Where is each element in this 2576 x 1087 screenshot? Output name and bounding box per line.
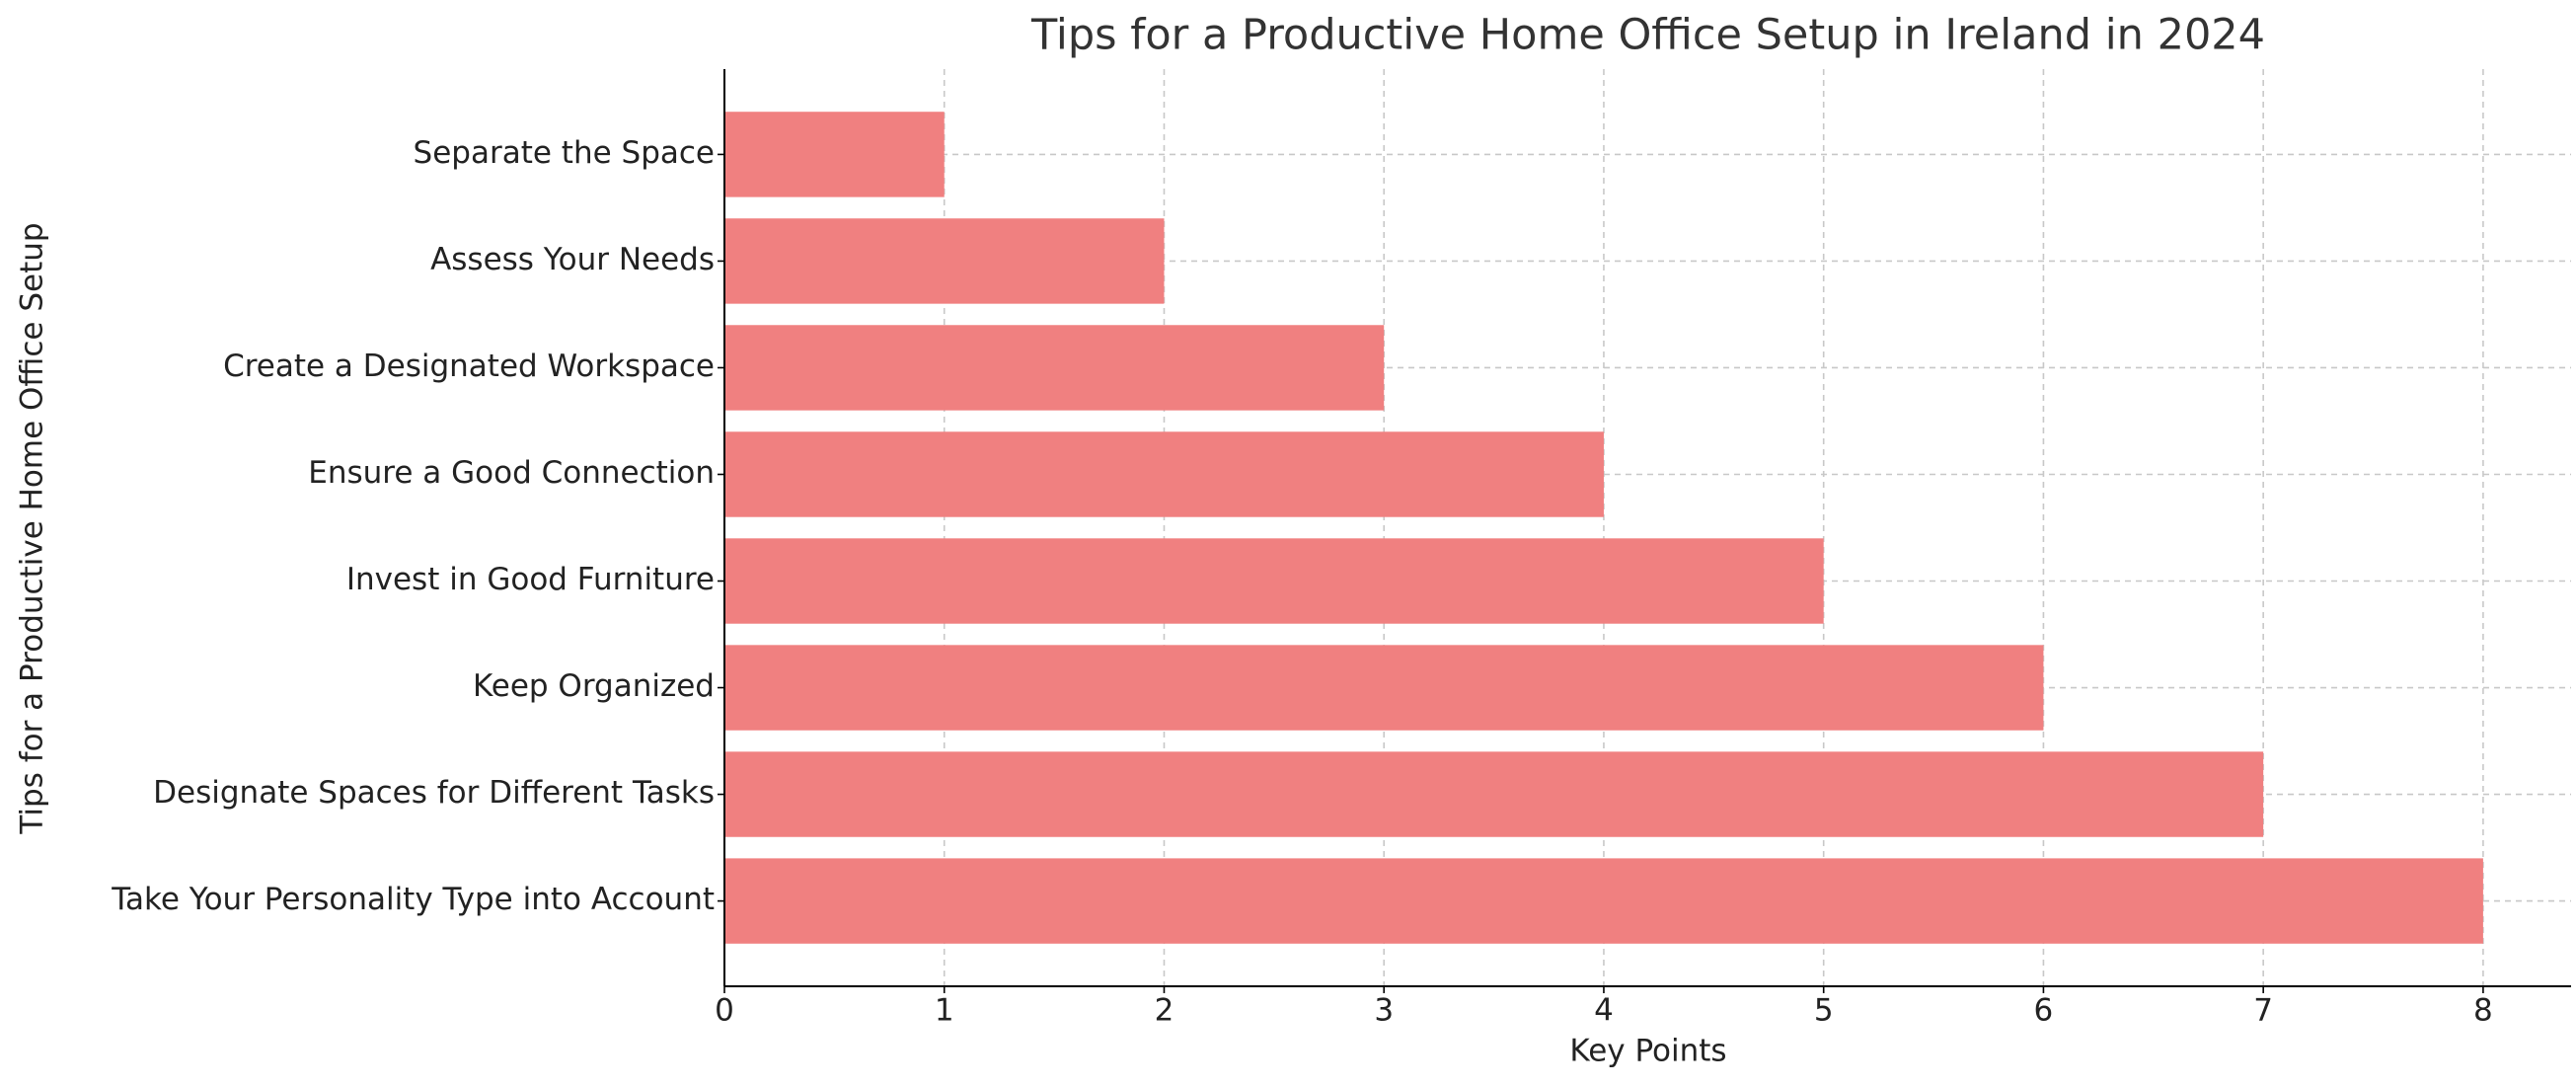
y-axis-label: Tips for a Productive Home Office Setup [15,222,50,834]
y-tick-label: Assess Your Needs [430,242,715,277]
x-tick-label: 0 [715,993,734,1029]
x-tick-label: 8 [2473,993,2493,1029]
y-tick-label: Keep Organized [473,668,715,704]
bar [724,645,2044,731]
y-tick-label: Ensure a Good Connection [308,455,715,491]
x-tick-label: 2 [1155,993,1174,1029]
y-tick-label: Take Your Personality Type into Account [111,882,715,917]
x-tick-label: 3 [1374,993,1394,1029]
y-tick-label: Separate the Space [414,135,715,171]
bar [724,538,1824,624]
bar [724,218,1165,304]
bar [724,858,2483,944]
x-tick-label: 7 [2253,993,2273,1029]
bar [724,112,945,197]
x-tick-label: 1 [935,993,954,1029]
x-tick-label: 5 [1814,993,1834,1029]
bar [724,325,1385,411]
x-tick-label: 6 [2034,993,2054,1029]
y-tick-label: Create a Designated Workspace [223,349,715,384]
chart-title: Tips for a Productive Home Office Setup … [1030,11,2265,60]
bar [724,751,2264,837]
y-tick-label: Invest in Good Furniture [346,562,715,597]
x-tick-label: 4 [1594,993,1614,1029]
y-tick-label: Designate Spaces for Different Tasks [153,775,715,811]
bar [724,431,1604,517]
x-axis-label: Key Points [1569,1034,1726,1069]
